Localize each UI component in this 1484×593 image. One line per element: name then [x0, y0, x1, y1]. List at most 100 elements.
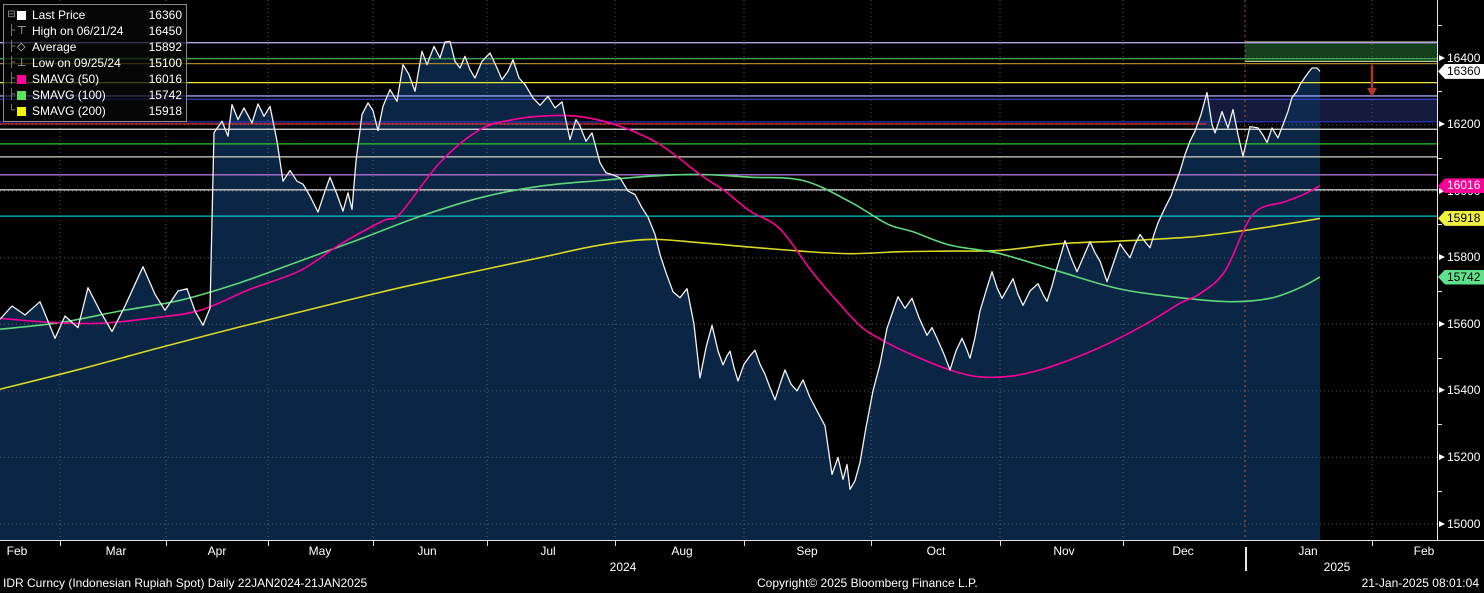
low-marker-icon: ⊥: [17, 57, 27, 69]
tree-branch-icon: ├: [7, 89, 16, 100]
y-axis-label-16400: 16400: [1447, 50, 1481, 65]
avg-marker-icon: ◇: [17, 41, 26, 53]
timestamp-text: 21-Jan-2025 08:01:04: [1361, 576, 1479, 590]
legend-row-average[interactable]: ├ ◇ Average 15892: [6, 39, 182, 55]
tree-branch-icon: └: [7, 105, 16, 116]
legend-row-smavg-50[interactable]: ├ SMAVG (50) 16016: [6, 71, 182, 87]
legend-value: 16016: [148, 72, 182, 86]
month-label-jan: Jan: [1298, 544, 1318, 558]
series-color-swatch-icon: [17, 10, 32, 20]
y-axis-minor-tick: [1438, 24, 1442, 26]
y-axis-label-16200: 16200: [1447, 117, 1481, 132]
legend-value: 16360: [148, 8, 182, 22]
price-axis: 1640016200160001580015600154001520015000…: [1437, 0, 1484, 540]
legend-label: SMAVG (50): [32, 72, 100, 86]
y-axis-minor-tick: [1438, 424, 1442, 426]
legend-row-high-on-06-21-24[interactable]: ├ ⊤ High on 06/21/24 16450: [6, 23, 182, 39]
price-badge-smavg50: 16016: [1438, 178, 1484, 194]
legend-label: High on 06/21/24: [32, 24, 124, 38]
legend-value: 15892: [148, 40, 182, 54]
series-color-swatch-icon: [17, 106, 32, 116]
sma100-line: [0, 173, 1321, 331]
year-label-2024: 2024: [609, 560, 637, 574]
legend-row-smavg-100[interactable]: ├ SMAVG (100) 15742: [6, 87, 182, 103]
price-badge-last-price: 16360: [1438, 63, 1484, 79]
x-axis-tick: [615, 541, 616, 546]
x-axis-tick: [373, 541, 374, 546]
month-label-aug: Aug: [671, 544, 693, 558]
year-divider-tick: [1245, 547, 1247, 571]
high-marker-icon: ⊤: [17, 25, 27, 37]
x-axis-tick: [1123, 541, 1124, 546]
tree-branch-icon: ├: [7, 73, 16, 84]
y-axis-minor-tick: [1438, 490, 1442, 492]
price-badge-smavg100: 15742: [1438, 269, 1484, 285]
y-axis-minor-tick: [1438, 224, 1442, 226]
footer-bar: IDR Curncy (Indonesian Rupiah Spot) Dail…: [0, 574, 1484, 593]
y-axis-minor-tick: [1438, 91, 1442, 93]
sma50-line: [0, 114, 1321, 379]
year-label-2025: 2025: [1323, 560, 1351, 574]
legend-row-last-price[interactable]: ⊟ Last Price 16360: [6, 7, 182, 23]
x-axis-tick: [744, 541, 745, 546]
legend-row-low-on-09-25-24[interactable]: ├ ⊥ Low on 09/25/24 15100: [6, 55, 182, 71]
price-area-fill: [0, 41, 1320, 540]
collapse-icon[interactable]: ⊟: [7, 9, 16, 20]
legend-label: Last Price: [32, 8, 86, 22]
price-badge-smavg200: 15918: [1438, 210, 1484, 226]
month-label-feb: Feb: [6, 544, 28, 558]
legend-value: 15918: [148, 104, 182, 118]
security-title: IDR Curncy (Indonesian Rupiah Spot) Dail…: [3, 576, 368, 590]
down-arrow-icon: [1367, 87, 1377, 97]
month-label-apr: Apr: [207, 544, 227, 558]
tree-branch-icon: ├: [7, 25, 16, 36]
x-axis-tick: [1000, 541, 1001, 546]
y-axis-label-15200: 15200: [1447, 449, 1481, 464]
target-zone-green: [1245, 42, 1437, 62]
y-axis-label-15600: 15600: [1447, 316, 1481, 331]
month-label-dec: Dec: [1172, 544, 1194, 558]
range-zone-blue: [1207, 99, 1437, 122]
price-chart-canvas[interactable]: [0, 0, 1437, 540]
axis-tick-arrow-icon: [1439, 54, 1445, 61]
axis-tick-arrow-icon: [1439, 387, 1445, 394]
month-label-jun: Jun: [417, 544, 437, 558]
y-axis-label-15400: 15400: [1447, 383, 1481, 398]
legend-row-smavg-200[interactable]: └ SMAVG (200) 15918: [6, 103, 182, 119]
axis-tick-arrow-icon: [1439, 121, 1445, 128]
legend-label: Low on 09/25/24: [32, 56, 121, 70]
legend-label: SMAVG (100): [32, 88, 106, 102]
month-label-sep: Sep: [796, 544, 818, 558]
month-label-feb: Feb: [1413, 544, 1435, 558]
tree-branch-icon: ├: [7, 41, 16, 52]
legend-value: 16450: [148, 24, 182, 38]
sma200-line: [0, 217, 1321, 390]
axis-tick-arrow-icon: [1439, 520, 1445, 527]
x-axis-tick: [1372, 541, 1373, 546]
legend-value: 15100: [148, 56, 182, 70]
legend-label: SMAVG (200): [32, 104, 106, 118]
legend-label: Average: [32, 40, 77, 54]
series-color-swatch-icon: [17, 74, 32, 84]
x-axis-tick: [268, 541, 269, 546]
copyright-text: Copyright© 2025 Bloomberg Finance L.P.: [757, 576, 978, 590]
axis-tick-arrow-icon: [1439, 453, 1445, 460]
chart-plot-area[interactable]: [0, 0, 1437, 540]
month-label-jul: Jul: [540, 544, 556, 558]
month-label-nov: Nov: [1053, 544, 1075, 558]
axis-tick-arrow-icon: [1439, 254, 1445, 261]
price-line: [0, 40, 1321, 491]
axis-tick-arrow-icon: [1439, 320, 1445, 327]
month-label-oct: Oct: [926, 544, 946, 558]
x-axis-tick: [487, 541, 488, 546]
x-axis-tick: [60, 541, 61, 546]
time-axis: Feb Mar Apr May Jun Jul Aug Sep Oct Nov Dec Jan Feb 2…: [0, 540, 1484, 574]
month-label-may: May: [308, 544, 332, 558]
y-axis-minor-tick: [1438, 291, 1442, 292]
series-color-swatch-icon: [17, 90, 32, 100]
y-axis-label-15800: 15800: [1447, 250, 1481, 265]
y-axis-minor-tick: [1438, 357, 1442, 359]
x-axis-tick: [166, 541, 167, 546]
x-axis-tick: [871, 541, 872, 546]
